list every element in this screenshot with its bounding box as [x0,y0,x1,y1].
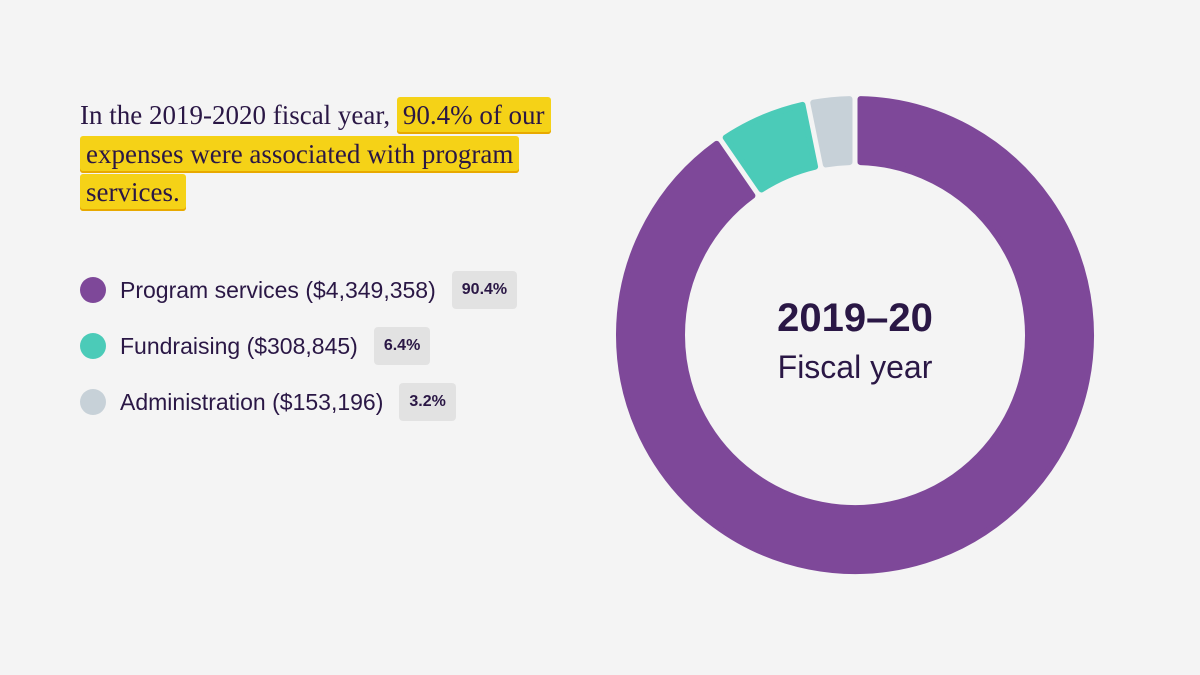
legend-percent-program-services: 90.4% [451,271,518,309]
center-title: 2019–20 [777,296,933,340]
legend-item-fundraising: Fundraising ($308,845) 6.4% [80,324,517,368]
legend-percent-administration: 3.2% [399,383,456,421]
donut-slices [616,96,1094,574]
legend-item-program-services: Program services ($4,349,358) 90.4% [80,268,518,312]
legend-label-fundraising: Fundraising ($308,845) [120,332,358,359]
center-subtitle: Fiscal year [778,349,933,385]
legend-swatch-fundraising [80,333,106,359]
legend-swatch-administration [80,389,106,415]
headline-lead: In the 2019-2020 fiscal year, [80,100,397,130]
headline: In the 2019-2020 fiscal year, 90.4% of o… [80,96,560,212]
legend: Program services ($4,349,358) 90.4% Fund… [80,268,518,436]
legend-label-administration: Administration ($153,196) [120,388,384,415]
legend-item-administration: Administration ($153,196) 3.2% [80,380,517,424]
slice-fundraising [722,101,819,193]
donut-chart-svg: 2019–20 Fiscal year [616,96,1094,574]
donut-chart: 2019–20 Fiscal year [605,85,1105,585]
legend-percent-fundraising: 6.4% [373,327,431,365]
legend-label-program-services: Program services ($4,349,358) [120,276,436,303]
legend-swatch-program-services [80,277,106,303]
slice-administration [810,96,853,168]
slice-program-services [616,96,1094,574]
